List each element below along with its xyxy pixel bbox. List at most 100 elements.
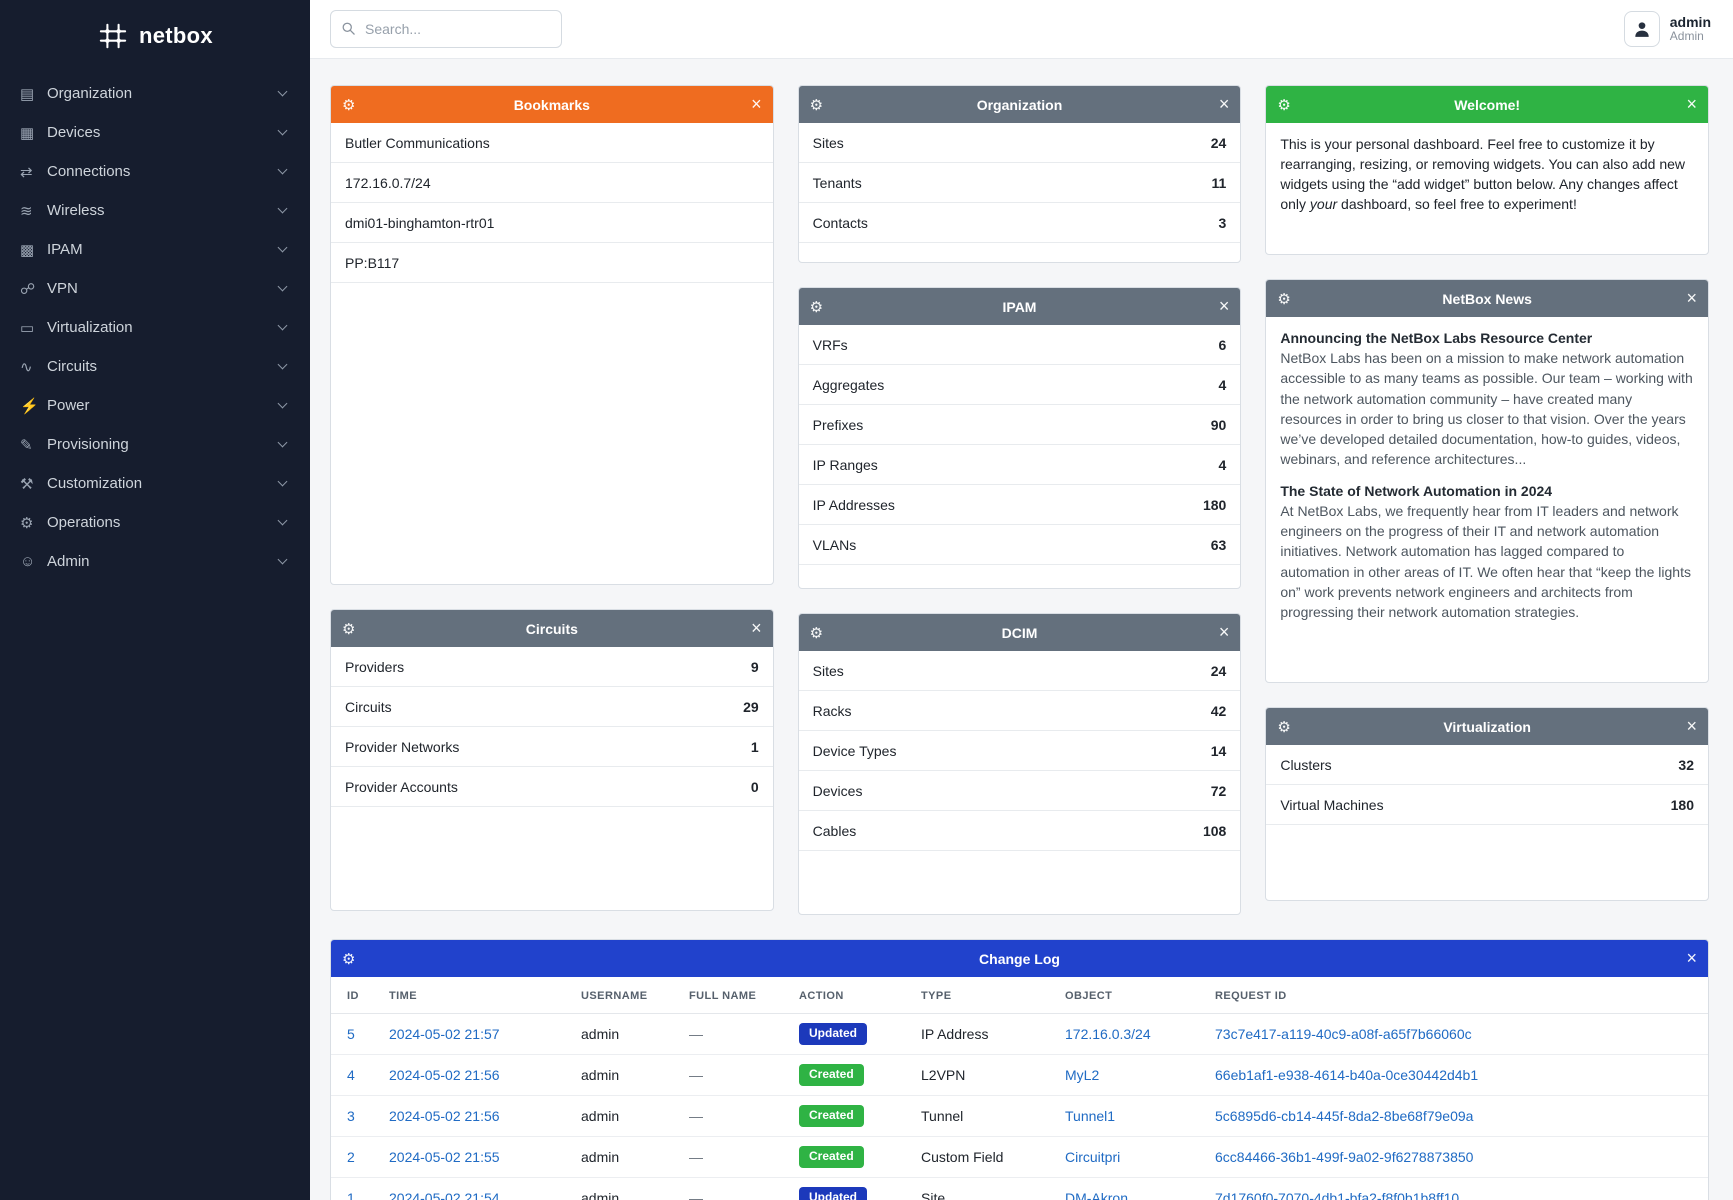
sidebar-item-virtualization[interactable]: ▭ Virtualization [0,308,310,347]
stat-row: Virtual Machines 180 [1266,785,1708,825]
stat-value: 6 [1218,336,1227,353]
column-header-action[interactable]: ACTION [789,977,911,1014]
widget-column-1: ⚙ Bookmarks × Butler Communications 172.… [330,85,774,911]
sidebar-item-admin[interactable]: ☺ Admin [0,542,310,581]
dcim-widget-header: ⚙ DCIM × [798,614,1241,651]
close-icon[interactable]: × [1686,288,1697,308]
close-icon[interactable]: × [1686,94,1697,114]
news-item-title[interactable]: The State of Network Automation in 2024 [1280,482,1553,499]
changelog-id-link[interactable]: 5 [347,1026,355,1042]
close-icon[interactable]: × [1218,94,1230,114]
gear-icon[interactable]: ⚙ [342,620,356,638]
vpn-icon: ☍ [20,280,36,298]
sidebar-item-label: Customization [47,475,143,492]
changelog-time-link[interactable]: 2024-05-02 21:56 [389,1108,500,1124]
sidebar-item-circuits[interactable]: ∿ Circuits [0,347,310,386]
bookmark-item[interactable]: Butler Communications [331,123,773,163]
sidebar-item-customization[interactable]: ⚒ Customization [0,464,310,503]
column-header-object[interactable]: OBJECT [1055,977,1205,1014]
changelog-time-link[interactable]: 2024-05-02 21:54 [389,1190,500,1200]
changelog-object-link[interactable]: MyL2 [1065,1067,1100,1083]
stat-value: 3 [1218,214,1227,231]
search-input[interactable] [330,10,562,48]
close-icon[interactable]: × [1218,296,1230,316]
sidebar-item-vpn[interactable]: ☍ VPN [0,269,310,308]
gear-icon[interactable]: ⚙ [809,96,824,114]
column-header-type[interactable]: TYPE [911,977,1055,1014]
close-icon[interactable]: × [1686,948,1697,968]
changelog-id-link[interactable]: 2 [347,1149,355,1165]
gear-icon[interactable]: ⚙ [1277,718,1291,736]
column-header-time[interactable]: TIME [379,977,571,1014]
sidebar-item-power[interactable]: ⚡ Power [0,386,310,425]
sidebar-item-wireless[interactable]: ≋ Wireless [0,191,310,230]
changelog-request-link[interactable]: 73c7e417-a119-40c9-a08f-a65f7b66060c [1215,1026,1472,1042]
gear-icon[interactable]: ⚙ [809,298,824,316]
ipam-widget-header: ⚙ IPAM × [798,288,1241,325]
bookmarks-widget: ⚙ Bookmarks × Butler Communications 172.… [330,85,774,585]
sidebar-item-label: VPN [47,280,78,297]
changelog-object-link[interactable]: 172.16.0.3/24 [1065,1026,1151,1042]
sidebar-item-devices[interactable]: ▦ Devices [0,113,310,152]
column-header-username[interactable]: USERNAME [571,977,679,1014]
widget-column-2: ⚙ Organization × Sites 24 Tenants 11 [797,85,1242,915]
close-icon[interactable]: × [1218,622,1230,642]
gear-icon[interactable]: ⚙ [1277,290,1291,308]
bookmark-item[interactable]: dmi01-binghamton-rtr01 [331,203,773,243]
changelog-request-link[interactable]: 6cc84466-36b1-499f-9a02-9f6278873850 [1215,1149,1474,1165]
bookmark-item[interactable]: PP:B117 [331,243,773,283]
gear-icon[interactable]: ⚙ [1277,96,1291,114]
chevron-down-icon [277,554,288,565]
stat-row: Sites 24 [798,651,1241,691]
user-area: admin Admin [1623,11,1711,47]
stat-row: VLANs 63 [798,525,1241,565]
bookmark-item[interactable]: 172.16.0.7/24 [331,163,773,203]
changelog-time-link[interactable]: 2024-05-02 21:55 [389,1149,500,1165]
stat-row: Sites 24 [798,123,1241,163]
changelog-id-link[interactable]: 4 [347,1067,355,1083]
sidebar-item-provisioning[interactable]: ✎ Provisioning [0,425,310,464]
stat-row: VRFs 6 [798,325,1241,365]
changelog-object-link[interactable]: DM-Akron [1065,1190,1129,1200]
news-scroll-area[interactable]: Announcing the NetBox Labs Resource Cent… [1266,317,1708,682]
changelog-fullname: — [689,1108,703,1124]
sidebar-item-label: Connections [47,163,131,180]
column-header-id[interactable]: ID [331,977,379,1014]
widget-title: NetBox News [1442,290,1532,307]
gear-icon[interactable]: ⚙ [342,96,356,114]
sidebar-item-ipam[interactable]: ▩ IPAM [0,230,310,269]
changelog-id-link[interactable]: 3 [347,1108,355,1124]
sidebar-item-connections[interactable]: ⇄ Connections [0,152,310,191]
changelog-object-link[interactable]: Circuitpri [1065,1149,1121,1165]
close-icon[interactable]: × [751,94,762,114]
close-icon[interactable]: × [751,618,762,638]
changelog-widget-header: ⚙ Change Log × [331,940,1708,977]
changelog-object-link[interactable]: Tunnel1 [1065,1108,1116,1124]
changelog-request-link[interactable]: 5c6895d6-cb14-445f-8da2-8be68f79e09a [1215,1108,1474,1124]
changelog-time-link[interactable]: 2024-05-02 21:57 [389,1026,500,1042]
close-icon[interactable]: × [1686,716,1697,736]
devices-icon: ▦ [20,124,35,142]
stat-label: Tenants [812,174,862,191]
sidebar-item-organization[interactable]: ▤ Organization [0,74,310,113]
stat-label: Clusters [1280,756,1332,773]
sidebar-item-operations[interactable]: ⚙ Operations [0,503,310,542]
gear-icon[interactable]: ⚙ [342,950,356,968]
changelog-request-link[interactable]: 66eb1af1-e938-4614-b40a-0ce30442d4b1 [1215,1067,1479,1083]
netbox-logo[interactable]: netbox [0,0,310,68]
changelog-id-link[interactable]: 1 [347,1190,355,1200]
stat-row: Cables 108 [798,811,1241,851]
chevron-down-icon [277,515,288,526]
gear-icon[interactable]: ⚙ [809,624,824,642]
sidebar-nav: ▤ Organization ▦ Devices ⇄ Connections ≋… [0,68,310,581]
user-menu-button[interactable] [1623,11,1660,47]
column-header-requestid[interactable]: REQUEST ID [1205,977,1708,1014]
stat-label: Cables [812,822,857,839]
power-icon: ⚡ [20,397,39,415]
user-meta[interactable]: admin Admin [1670,14,1711,44]
changelog-time-link[interactable]: 2024-05-02 21:56 [389,1067,500,1083]
stat-label: Devices [812,782,863,799]
column-header-fullname[interactable]: FULL NAME [679,977,789,1014]
changelog-request-link[interactable]: 7d1760f0-7070-4db1-bfa2-f8f0b1b8ff10 [1215,1190,1460,1200]
news-item-title[interactable]: Announcing the NetBox Labs Resource Cent… [1280,330,1593,346]
